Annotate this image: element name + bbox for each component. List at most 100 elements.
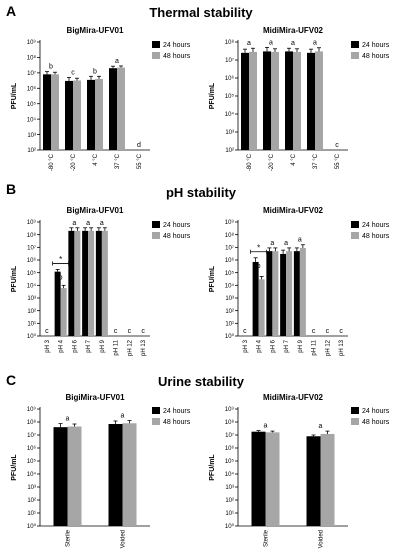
legend-swatch bbox=[152, 232, 160, 239]
y-axis-label: PFU/mL bbox=[11, 82, 18, 109]
y-tick-label: 10⁶ bbox=[225, 445, 235, 452]
bar bbox=[95, 78, 103, 150]
bar bbox=[299, 247, 306, 336]
y-tick-label: 10⁵ bbox=[27, 458, 37, 465]
chart-title: BigMira-UFV01 bbox=[67, 206, 124, 215]
significance-letter: b bbox=[93, 68, 97, 75]
y-tick-label: 10⁹ bbox=[27, 219, 37, 226]
chart-title: BigiMira-UFV01 bbox=[65, 393, 125, 402]
section-letter-a: A bbox=[6, 3, 16, 19]
y-tick-label: 10⁵ bbox=[225, 458, 235, 465]
x-tick-label: pH 11 bbox=[114, 339, 120, 355]
bar bbox=[87, 79, 95, 150]
section-letter-c: C bbox=[6, 372, 16, 388]
bar bbox=[122, 423, 137, 526]
y-tick-label: 10⁸ bbox=[27, 232, 37, 239]
significance-letter: a bbox=[121, 413, 125, 420]
chart-title: MidiMira-UFV02 bbox=[263, 393, 324, 402]
x-tick-label: pH 6 bbox=[72, 339, 78, 352]
significance-letter: a bbox=[115, 58, 119, 65]
bar bbox=[43, 74, 51, 150]
significance-letter: a bbox=[291, 40, 295, 47]
significance-letter: d bbox=[137, 142, 141, 149]
bar bbox=[73, 80, 81, 150]
x-tick-label: 4 °C bbox=[93, 153, 99, 165]
x-tick-label: pH 4 bbox=[257, 339, 263, 352]
y-tick-label: 10⁰ bbox=[27, 523, 37, 530]
bar bbox=[266, 251, 273, 336]
legend-swatch bbox=[351, 221, 359, 228]
y-tick-label: 10⁹ bbox=[27, 39, 37, 46]
legend-label: 24 hours bbox=[163, 222, 191, 229]
y-tick-label: 10⁹ bbox=[27, 406, 37, 413]
y-tick-label: 10² bbox=[225, 498, 234, 504]
section-title-ph: pH stability bbox=[166, 185, 237, 200]
bar bbox=[60, 288, 67, 336]
x-tick-label: 37 °C bbox=[115, 153, 121, 169]
chart-ph-bigmira: BigMira-UFV01 PFU/mL 10⁹ 10⁸ 10⁷ 10⁶ 10⁵ 10⁴ 10³… bbox=[11, 206, 191, 356]
y-tick-label: 10⁰ bbox=[225, 523, 235, 530]
significance-letter: c bbox=[45, 328, 49, 335]
x-tick-label: -80 °C bbox=[49, 153, 55, 171]
x-tick-label: pH 4 bbox=[59, 339, 65, 352]
legend-label: 48 hours bbox=[163, 419, 191, 426]
bar bbox=[285, 51, 293, 150]
y-tick-label: 10³ bbox=[225, 130, 234, 136]
y-tick-label: 10⁷ bbox=[225, 432, 234, 439]
x-tick-label: pH 12 bbox=[325, 339, 331, 356]
y-tick-label: 10⁶ bbox=[27, 85, 37, 92]
significance-letter: a bbox=[298, 237, 302, 244]
x-tick-label: pH 7 bbox=[86, 339, 92, 352]
y-axis-label: PFU/mL bbox=[209, 265, 216, 292]
bar bbox=[67, 426, 82, 526]
significance-letter: b bbox=[59, 274, 63, 281]
legend-swatch bbox=[351, 232, 359, 239]
y-axis-label: PFU/mL bbox=[11, 454, 18, 481]
bar bbox=[88, 230, 95, 336]
bar bbox=[109, 68, 117, 150]
bar bbox=[108, 424, 123, 526]
bar bbox=[306, 436, 321, 526]
x-tick-label: pH 11 bbox=[312, 339, 318, 355]
legend-swatch bbox=[152, 41, 160, 48]
bar bbox=[252, 261, 259, 336]
bar bbox=[280, 253, 287, 336]
legend-label: 48 hours bbox=[163, 233, 191, 240]
significance-asterisk: * bbox=[257, 243, 260, 252]
y-tick-label: 10¹ bbox=[27, 322, 36, 328]
y-tick-label: 10⁸ bbox=[27, 55, 37, 62]
bar bbox=[241, 52, 249, 150]
bar bbox=[82, 230, 89, 336]
significance-letter: c bbox=[326, 328, 330, 335]
x-tick-label: pH 3 bbox=[243, 339, 249, 352]
bar bbox=[251, 431, 266, 526]
y-tick-label: 10⁸ bbox=[225, 419, 235, 426]
y-tick-label: 10² bbox=[225, 309, 234, 315]
legend-label: 24 hours bbox=[362, 408, 390, 415]
x-tick-label: Voided bbox=[121, 530, 127, 548]
legend-swatch bbox=[351, 418, 359, 425]
y-tick-label: 10² bbox=[27, 498, 36, 504]
legend-swatch bbox=[152, 418, 160, 425]
significance-letter: c bbox=[243, 328, 247, 335]
x-tick-label: -80 °C bbox=[247, 153, 253, 171]
bar bbox=[272, 251, 279, 336]
x-tick-label: Sterile bbox=[264, 529, 270, 547]
y-tick-label: 10⁶ bbox=[27, 257, 37, 264]
legend-swatch bbox=[152, 407, 160, 414]
chart-thermal-bigmira: BigMira-UFV01 PFU/mL 10⁹ 10⁸ 10⁷ 10⁶ 10⁵ 10⁴ 10³… bbox=[11, 26, 191, 171]
chart-title: BigMira-UFV01 bbox=[67, 26, 124, 35]
bar bbox=[293, 51, 301, 150]
bar bbox=[265, 432, 280, 526]
y-tick-label: 10⁰ bbox=[27, 333, 37, 340]
y-tick-label: 10⁴ bbox=[225, 471, 235, 478]
chart-urine-midimira: MidiMira-UFV02 PFU/mL 10⁹ 10⁸ 10⁷ 10⁶ 10⁵ 10⁴ 10… bbox=[209, 393, 390, 548]
y-tick-label: 10⁶ bbox=[225, 75, 235, 82]
significance-letter: c bbox=[71, 70, 75, 77]
x-tick-label: -20 °C bbox=[71, 153, 77, 171]
y-tick-label: 10⁵ bbox=[27, 270, 37, 277]
bar bbox=[263, 51, 271, 150]
section-title-thermal: Thermal stability bbox=[149, 5, 253, 20]
significance-letter: c bbox=[339, 328, 343, 335]
significance-letter: a bbox=[313, 40, 317, 47]
